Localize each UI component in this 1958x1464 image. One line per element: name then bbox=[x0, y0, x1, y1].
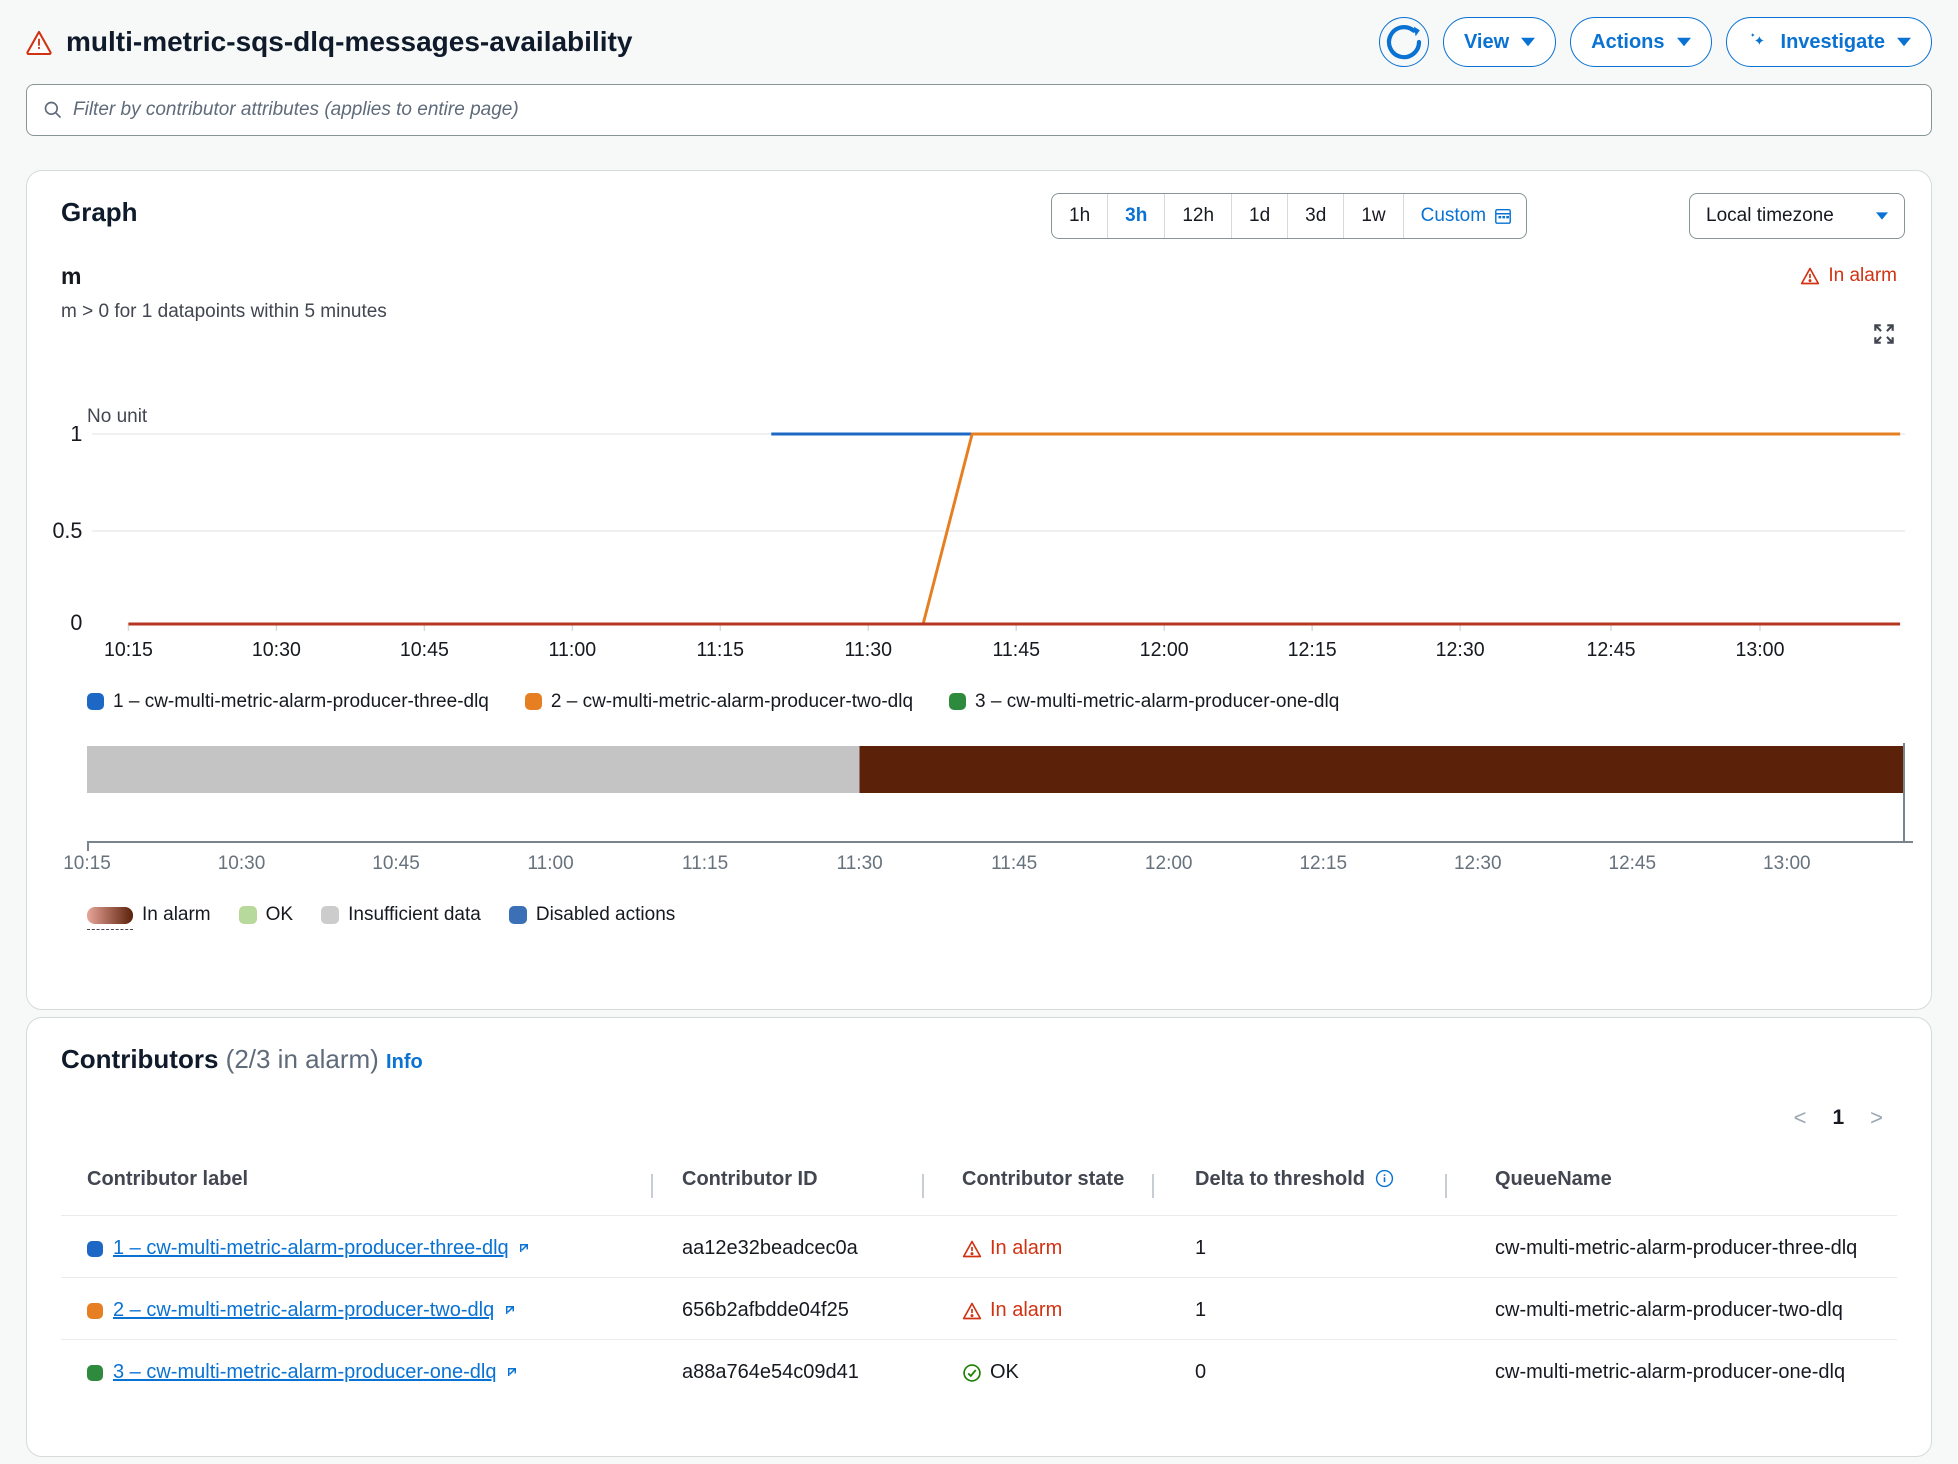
svg-text:11:00: 11:00 bbox=[549, 639, 597, 661]
svg-text:11:45: 11:45 bbox=[992, 639, 1040, 661]
svg-text:12:30: 12:30 bbox=[1436, 639, 1485, 661]
svg-text:12:45: 12:45 bbox=[1587, 639, 1636, 661]
svg-text:12:15: 12:15 bbox=[1288, 639, 1337, 661]
svg-text:0: 0 bbox=[70, 610, 82, 635]
svg-text:13:00: 13:00 bbox=[1735, 639, 1784, 661]
svg-text:1: 1 bbox=[70, 426, 82, 446]
svg-text:11:15: 11:15 bbox=[697, 639, 745, 661]
svg-text:10:45: 10:45 bbox=[400, 639, 449, 661]
svg-text:11:30: 11:30 bbox=[844, 639, 892, 661]
svg-text:0.5: 0.5 bbox=[53, 518, 82, 543]
svg-text:10:30: 10:30 bbox=[252, 639, 301, 661]
svg-text:10:15: 10:15 bbox=[104, 639, 153, 661]
svg-text:12:00: 12:00 bbox=[1140, 639, 1189, 661]
